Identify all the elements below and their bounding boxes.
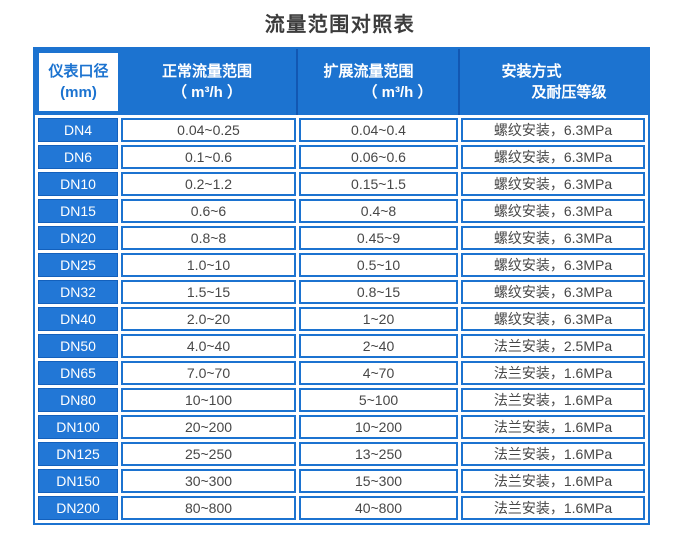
extended-range-cell: 5~100 bbox=[299, 388, 458, 412]
table-row: DN15 0.6~6 0.4~8 螺纹安装，6.3MPa bbox=[38, 199, 645, 223]
install-cell: 螺纹安装，6.3MPa bbox=[461, 199, 645, 223]
table-row: DN32 1.5~15 0.8~15 螺纹安装，6.3MPa bbox=[38, 280, 645, 304]
table-row: DN150 30~300 15~300 法兰安装，1.6MPa bbox=[38, 469, 645, 493]
extended-range-cell: 0.04~0.4 bbox=[299, 118, 458, 142]
extended-range-cell: 4~70 bbox=[299, 361, 458, 385]
dn-label-cell: DN15 bbox=[38, 199, 118, 223]
normal-range-cell: 1.5~15 bbox=[121, 280, 296, 304]
install-cell: 法兰安装，1.6MPa bbox=[461, 415, 645, 439]
dn-label-cell: DN80 bbox=[38, 388, 118, 412]
table-row: DN6 0.1~0.6 0.06~0.6 螺纹安装，6.3MPa bbox=[38, 145, 645, 169]
header-diameter-line2: (mm) bbox=[60, 84, 97, 101]
dn-label-cell: DN6 bbox=[38, 145, 118, 169]
table-header-row: 仪表口径 (mm) 正常流量范围 （ m³/h ） 扩展流量范围 （ m³/h … bbox=[35, 49, 648, 115]
header-diameter-line1: 仪表口径 bbox=[48, 63, 109, 80]
normal-range-cell: 0.8~8 bbox=[121, 226, 296, 250]
normal-range-cell: 0.6~6 bbox=[121, 199, 296, 223]
normal-range-cell: 25~250 bbox=[121, 442, 296, 466]
header-cell-extended-range: 扩展流量范围 （ m³/h ） bbox=[296, 49, 458, 115]
table-row: DN80 10~100 5~100 法兰安装，1.6MPa bbox=[38, 388, 645, 412]
dn-label-cell: DN200 bbox=[38, 496, 118, 520]
dn-label-cell: DN25 bbox=[38, 253, 118, 277]
install-cell: 螺纹安装，6.3MPa bbox=[461, 226, 645, 250]
install-cell: 螺纹安装，6.3MPa bbox=[461, 118, 645, 142]
extended-range-cell: 2~40 bbox=[299, 334, 458, 358]
extended-range-cell: 0.15~1.5 bbox=[299, 172, 458, 196]
install-cell: 螺纹安装，6.3MPa bbox=[461, 253, 645, 277]
install-cell: 螺纹安装，6.3MPa bbox=[461, 145, 645, 169]
install-cell: 法兰安装，1.6MPa bbox=[461, 442, 645, 466]
dn-label-cell: DN100 bbox=[38, 415, 118, 439]
table-row: DN200 80~800 40~800 法兰安装，1.6MPa bbox=[38, 496, 645, 520]
table-row: DN20 0.8~8 0.45~9 螺纹安装，6.3MPa bbox=[38, 226, 645, 250]
normal-range-cell: 2.0~20 bbox=[121, 307, 296, 331]
dn-label-cell: DN20 bbox=[38, 226, 118, 250]
extended-range-cell: 0.4~8 bbox=[299, 199, 458, 223]
install-cell: 法兰安装，1.6MPa bbox=[461, 469, 645, 493]
header-install-block: 安装方式 及耐压等级 bbox=[501, 61, 606, 103]
normal-range-cell: 20~200 bbox=[121, 415, 296, 439]
extended-range-cell: 1~20 bbox=[299, 307, 458, 331]
dn-label-cell: DN32 bbox=[38, 280, 118, 304]
normal-range-cell: 80~800 bbox=[121, 496, 296, 520]
extended-range-cell: 15~300 bbox=[299, 469, 458, 493]
extended-range-cell: 10~200 bbox=[299, 415, 458, 439]
header-extended-line2: （ m³/h ） bbox=[362, 84, 433, 101]
extended-range-cell: 0.06~0.6 bbox=[299, 145, 458, 169]
install-cell: 螺纹安装，6.3MPa bbox=[461, 307, 645, 331]
extended-range-cell: 0.45~9 bbox=[299, 226, 458, 250]
install-cell: 法兰安装，1.6MPa bbox=[461, 361, 645, 385]
normal-range-cell: 4.0~40 bbox=[121, 334, 296, 358]
table-body: DN4 0.04~0.25 0.04~0.4 螺纹安装，6.3MPa DN6 0.1~0.… bbox=[35, 115, 648, 523]
table-row: DN100 20~200 10~200 法兰安装，1.6MPa bbox=[38, 415, 645, 439]
extended-range-cell: 13~250 bbox=[299, 442, 458, 466]
normal-range-cell: 0.04~0.25 bbox=[121, 118, 296, 142]
table-row: DN50 4.0~40 2~40 法兰安装，2.5MPa bbox=[38, 334, 645, 358]
table-row: DN125 25~250 13~250 法兰安装，1.6MPa bbox=[38, 442, 645, 466]
table-row: DN4 0.04~0.25 0.04~0.4 螺纹安装，6.3MPa bbox=[38, 118, 645, 142]
table-row: DN25 1.0~10 0.5~10 螺纹安装，6.3MPa bbox=[38, 253, 645, 277]
normal-range-cell: 1.0~10 bbox=[121, 253, 296, 277]
header-extended-line1: 扩展流量范围 bbox=[323, 63, 414, 80]
normal-range-cell: 10~100 bbox=[121, 388, 296, 412]
extended-range-cell: 0.5~10 bbox=[299, 253, 458, 277]
flow-range-table: 仪表口径 (mm) 正常流量范围 （ m³/h ） 扩展流量范围 （ m³/h … bbox=[33, 47, 650, 525]
header-cell-normal-range: 正常流量范围 （ m³/h ） bbox=[118, 49, 296, 115]
normal-range-cell: 0.1~0.6 bbox=[121, 145, 296, 169]
header-cell-install: 安装方式 及耐压等级 bbox=[458, 49, 648, 115]
header-extended-block: 扩展流量范围 （ m³/h ） bbox=[324, 61, 433, 103]
header-install-line2: 及耐压等级 bbox=[531, 84, 607, 101]
dn-label-cell: DN10 bbox=[38, 172, 118, 196]
dn-label-cell: DN40 bbox=[38, 307, 118, 331]
install-cell: 法兰安装，2.5MPa bbox=[461, 334, 645, 358]
extended-range-cell: 40~800 bbox=[299, 496, 458, 520]
dn-label-cell: DN50 bbox=[38, 334, 118, 358]
install-cell: 螺纹安装，6.3MPa bbox=[461, 280, 645, 304]
table-row: DN10 0.2~1.2 0.15~1.5 螺纹安装，6.3MPa bbox=[38, 172, 645, 196]
header-normal-line2: （ m³/h ） bbox=[172, 84, 242, 101]
table-row: DN40 2.0~20 1~20 螺纹安装，6.3MPa bbox=[38, 307, 645, 331]
normal-range-cell: 30~300 bbox=[121, 469, 296, 493]
dn-label-cell: DN4 bbox=[38, 118, 118, 142]
table-row: DN65 7.0~70 4~70 法兰安装，1.6MPa bbox=[38, 361, 645, 385]
header-install-line1: 安装方式 bbox=[501, 63, 562, 80]
extended-range-cell: 0.8~15 bbox=[299, 280, 458, 304]
dn-label-cell: DN65 bbox=[38, 361, 118, 385]
normal-range-cell: 0.2~1.2 bbox=[121, 172, 296, 196]
header-cell-diameter: 仪表口径 (mm) bbox=[39, 53, 118, 111]
page-title: 流量范围对照表 bbox=[264, 14, 416, 36]
normal-range-cell: 7.0~70 bbox=[121, 361, 296, 385]
header-normal-line1: 正常流量范围 bbox=[161, 63, 252, 80]
install-cell: 法兰安装，1.6MPa bbox=[461, 388, 645, 412]
dn-label-cell: DN150 bbox=[38, 469, 118, 493]
dn-label-cell: DN125 bbox=[38, 442, 118, 466]
install-cell: 法兰安装，1.6MPa bbox=[461, 496, 645, 520]
install-cell: 螺纹安装，6.3MPa bbox=[461, 172, 645, 196]
